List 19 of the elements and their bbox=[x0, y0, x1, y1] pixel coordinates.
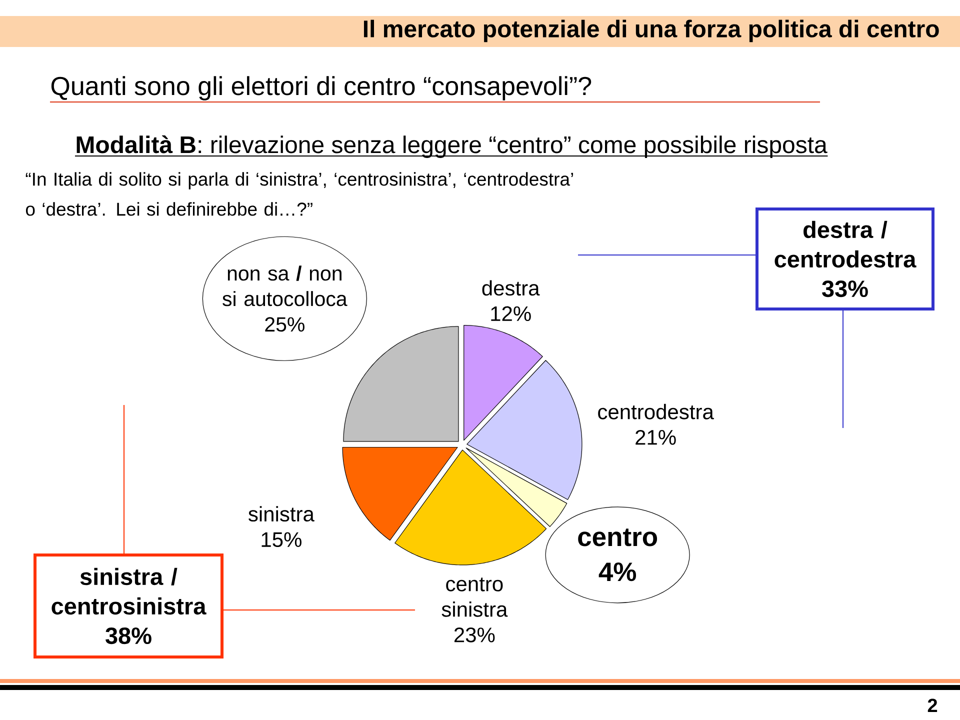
data-label: 25% bbox=[265, 317, 304, 332]
text: Modalità B: rilevazione senza leggere “centro” come possibile risposta bbox=[76, 135, 828, 158]
slice-label: centro sinistra bbox=[442, 578, 508, 617]
slice-label: centrodestra bbox=[598, 404, 714, 420]
slice-label: non sa / non si autocolloca bbox=[222, 266, 348, 306]
chart-subtitle: Quanti sono gli elettori di centro “consapevoli”? bbox=[51, 76, 592, 100]
text: sinistra / centrosinistra 38% bbox=[52, 568, 206, 644]
slice-label: centro bbox=[578, 528, 658, 546]
text: “In Italia di solito si parla di ‘sinistra’, ‘centrosinistra’, ‘centrodestra’ o ‘destra’. Lei si definirebbe di…?” bbox=[26, 172, 573, 216]
data-label: 23% bbox=[454, 628, 495, 642]
data-label: 4% bbox=[598, 562, 636, 582]
data-label: 21% bbox=[636, 430, 676, 445]
slice-label: destra bbox=[482, 280, 540, 296]
data-label: 12% bbox=[491, 306, 531, 322]
slice-label: sinistra bbox=[248, 506, 314, 522]
text: destra / centrodestra 33% bbox=[774, 220, 916, 298]
text: 2 bbox=[928, 698, 938, 712]
chart-title: Il mercato potenziale di una forza politica di centro bbox=[364, 20, 939, 42]
data-label: 15% bbox=[262, 532, 302, 548]
